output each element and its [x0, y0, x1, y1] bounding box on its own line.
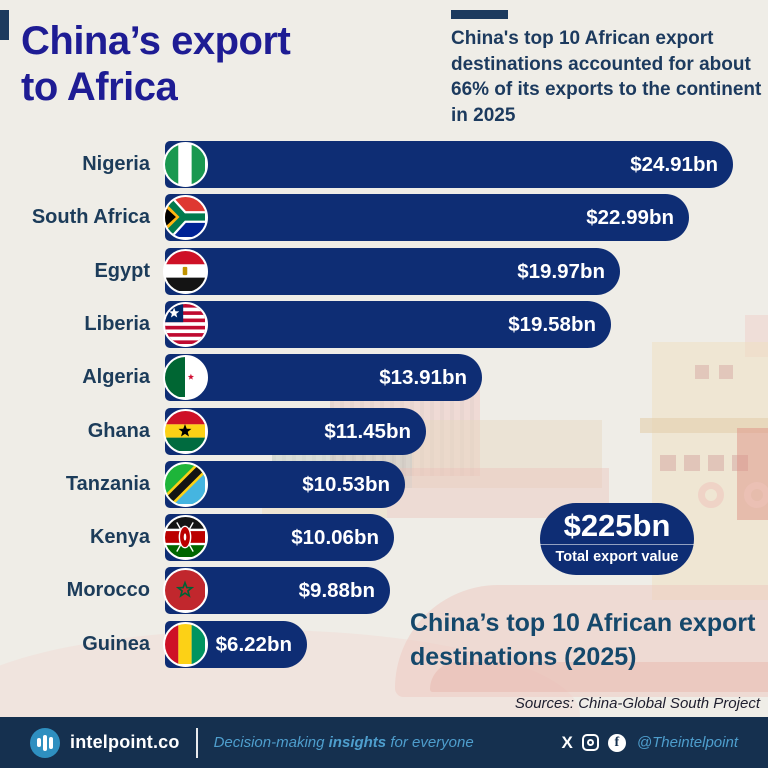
- brand-name: intelpoint.co: [70, 732, 180, 752]
- flag-algeria-icon: [163, 355, 208, 401]
- country-label: Liberia: [84, 312, 150, 335]
- bar-value-label: $10.53bn: [302, 472, 390, 496]
- bar-row: Guinea $6.22bn: [0, 620, 768, 668]
- bar-value-label: $22.99bn: [586, 206, 674, 230]
- export-bar: $6.22bn: [163, 620, 307, 668]
- footer-bar: intelpoint.co Decision-making insights f…: [0, 717, 768, 768]
- export-bar: $22.99bn: [163, 194, 689, 242]
- subtitle-block: China's top 10 African export destinatio…: [451, 10, 763, 128]
- export-bar: $11.45bn: [163, 407, 426, 455]
- bar-row: Morocco $9.88bn: [0, 567, 768, 615]
- bar-value-label: $6.22bn: [215, 632, 292, 656]
- country-label: Egypt: [94, 259, 150, 282]
- country-label: Tanzania: [65, 472, 150, 495]
- ship-bridge-shape: [640, 418, 768, 433]
- export-bar: $13.91bn: [163, 354, 482, 402]
- export-bar: $19.97bn: [163, 247, 620, 295]
- chart-caption: China’s top 10 African export destinatio…: [410, 609, 756, 671]
- total-export-label: Total export value: [555, 549, 679, 565]
- page-title: China’s export to Africa: [21, 18, 291, 110]
- total-export-value: $225bn: [563, 508, 671, 543]
- bar-value-label: $19.97bn: [517, 259, 605, 283]
- footer-social: X f @Theintelpoint: [562, 717, 738, 768]
- footer-divider: [195, 727, 198, 758]
- ship-window-shape: [719, 365, 733, 379]
- flag-kenya-icon: [163, 515, 208, 561]
- flag-egypt-icon: [163, 248, 208, 294]
- footer-tagline: Decision-making insights for everyone: [214, 734, 474, 751]
- country-label: Ghana: [87, 419, 150, 442]
- export-bar: $9.88bn: [163, 567, 390, 615]
- bar-row: Kenya $10.06bn: [0, 514, 768, 562]
- subtitle-text: China's top 10 African export destinatio…: [451, 28, 762, 126]
- flag-morocco-icon: [163, 568, 208, 614]
- country-label: Nigeria: [82, 153, 150, 175]
- bar-row: Algeria $13.91bn: [0, 354, 768, 402]
- export-bar: $10.53bn: [163, 460, 405, 508]
- country-label: South Africa: [31, 206, 150, 229]
- ship-window-shape: [708, 455, 724, 471]
- bar-row: Tanzania $10.53bn: [0, 460, 768, 508]
- country-label: Morocco: [66, 579, 150, 602]
- bar-row: Ghana $11.45bn: [0, 407, 768, 455]
- tagline-prefix: Decision-making: [213, 734, 329, 751]
- bar-chart-icon: [30, 727, 60, 758]
- flag-nigeria-icon: [163, 142, 208, 187]
- porthole-shape: [698, 482, 724, 508]
- porthole-shape: [744, 482, 768, 508]
- export-bar: $24.91bn: [163, 141, 733, 188]
- bar-value-label: $19.58bn: [508, 312, 596, 336]
- bar-row: Liberia $19.58bn: [0, 300, 768, 348]
- bar-value-label: $24.91bn: [630, 153, 718, 176]
- flag-liberia-icon: [163, 301, 208, 347]
- x-icon: X: [561, 732, 573, 752]
- export-bar: $19.58bn: [163, 300, 611, 348]
- source-note: Sources: China-Global South Project: [514, 695, 760, 712]
- country-label: Algeria: [82, 366, 150, 389]
- flag-south-africa-icon: [163, 195, 208, 241]
- bar-row: Nigeria $24.91bn: [0, 141, 768, 188]
- badge-divider: [540, 544, 694, 545]
- ship-hull-shape: [395, 585, 768, 697]
- flag-guinea-icon: [163, 621, 208, 667]
- tagline-suffix: for everyone: [386, 734, 474, 751]
- subtitle-accent-bar: [451, 10, 508, 19]
- bar-value-label: $13.91bn: [379, 366, 467, 390]
- corner-accent: [0, 10, 9, 40]
- social-handle: @Theintelpoint: [636, 734, 738, 751]
- total-export-badge: $225bn Total export value: [540, 503, 694, 575]
- bar-value-label: $10.06bn: [291, 526, 379, 550]
- ship-window-shape: [695, 365, 709, 379]
- page-title-line2: to Africa: [21, 65, 178, 109]
- flag-ghana-icon: [163, 408, 208, 454]
- flag-tanzania-icon: [163, 461, 208, 507]
- bar-row: Egypt $19.97bn: [0, 247, 768, 295]
- facebook-icon: f: [607, 733, 626, 752]
- page-title-line1: China’s export: [21, 19, 291, 63]
- ship-window-shape: [660, 455, 676, 471]
- country-label: Guinea: [82, 632, 150, 655]
- container-shape: [412, 420, 602, 488]
- instagram-icon: [581, 734, 599, 751]
- tagline-bold: insights: [328, 734, 387, 751]
- export-bar: $10.06bn: [163, 514, 394, 562]
- bar-value-label: $11.45bn: [324, 419, 411, 443]
- ship-window-shape: [684, 455, 700, 471]
- bar-row: South Africa $22.99bn: [0, 194, 768, 242]
- ship-hull-stripe-shape: [430, 662, 768, 692]
- bar-value-label: $9.88bn: [298, 579, 375, 603]
- country-label: Kenya: [89, 526, 150, 549]
